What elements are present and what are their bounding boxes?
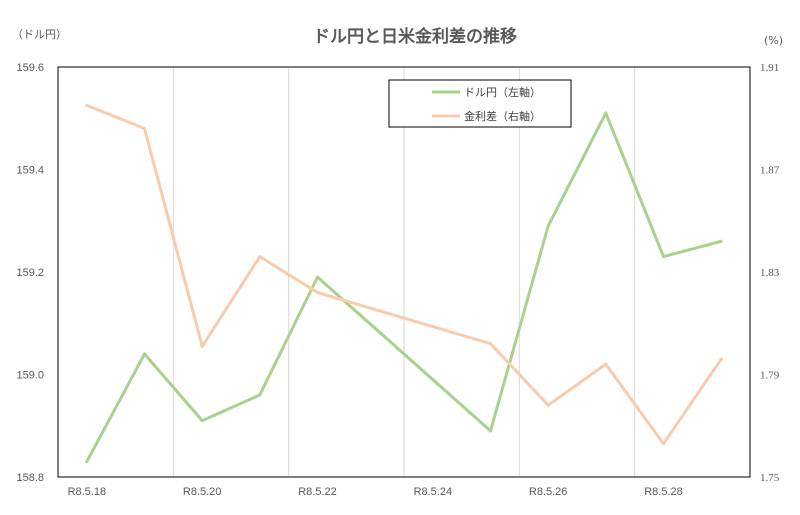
chart-title: ドル円と日米金利差の推移 <box>313 26 517 47</box>
data-point <box>143 127 146 130</box>
data-point <box>258 393 262 397</box>
x-tick-label: R8.5.24 <box>414 486 453 498</box>
data-point <box>662 442 665 446</box>
right-tick-label: 1.79 <box>760 370 780 382</box>
series-line-1 <box>85 103 723 446</box>
right-axis-ticks: 1.75 1.79 1.83 1.87 1.91 <box>760 62 780 484</box>
data-point <box>316 291 319 294</box>
right-tick-label: 1.75 <box>760 472 780 484</box>
series-line-0 <box>85 111 723 464</box>
x-tick-label: R8.5.26 <box>529 486 568 498</box>
x-axis-ticks: R8.5.18 R8.5.20 R8.5.22 R8.5.24 R8.5.26 R8.5.… <box>68 486 683 498</box>
legend-box <box>388 79 572 128</box>
left-tick-label: 159.0 <box>16 370 44 382</box>
right-tick-label: 1.91 <box>760 62 779 74</box>
data-point <box>604 362 608 366</box>
data-point <box>316 275 319 279</box>
legend-label-rate-spread: 金利差（右軸） <box>464 109 541 123</box>
data-point <box>719 239 723 243</box>
series-layer <box>85 103 723 464</box>
data-point <box>200 344 204 348</box>
left-axis-ticks: 158.8 159.0 159.2 159.4 159.6 <box>16 62 44 484</box>
data-point <box>662 255 665 259</box>
left-tick-label: 159.4 <box>16 165 44 177</box>
right-axis-unit: (%) <box>764 34 783 47</box>
right-tick-label: 1.83 <box>760 267 780 279</box>
legend-label-usdjpy: ドル円（左軸） <box>464 85 541 99</box>
data-point <box>143 352 146 356</box>
x-tick-label: R8.5.22 <box>298 486 337 498</box>
plot-area <box>57 66 751 478</box>
data-point <box>546 224 550 228</box>
legend: ドル円（左軸） 金利差（右軸） <box>388 79 572 128</box>
gridlines <box>172 67 636 477</box>
data-point <box>200 419 204 423</box>
x-tick-label: R8.5.20 <box>183 486 222 498</box>
x-tick-label: R8.5.28 <box>644 486 683 498</box>
left-tick-label: 158.8 <box>16 472 44 484</box>
data-point <box>719 357 723 361</box>
x-tick-label: R8.5.18 <box>68 486 107 498</box>
left-tick-label: 159.6 <box>16 62 44 74</box>
right-tick-label: 1.87 <box>760 165 780 177</box>
data-point <box>489 342 492 346</box>
data-point <box>546 403 550 407</box>
data-point <box>85 460 89 464</box>
data-point <box>85 103 89 107</box>
data-point <box>489 429 492 433</box>
data-point <box>604 111 608 115</box>
data-point <box>258 255 262 259</box>
left-tick-label: 159.2 <box>16 267 44 279</box>
left-axis-unit: （ドル円） <box>12 28 67 41</box>
